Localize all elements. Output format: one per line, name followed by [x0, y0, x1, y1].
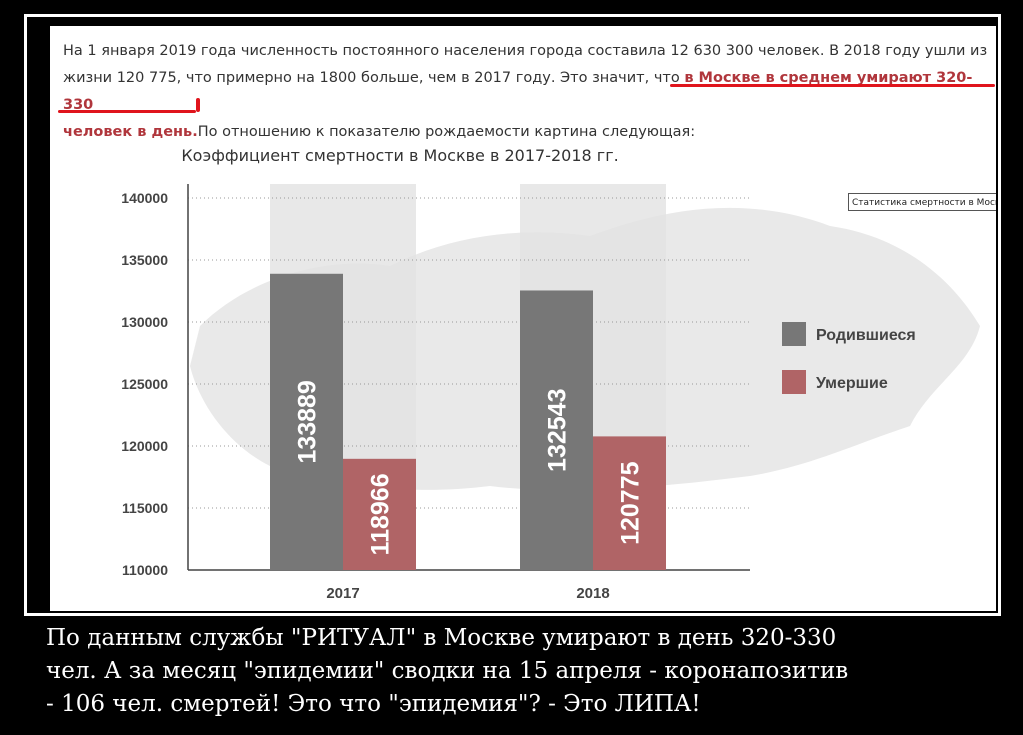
caption-line-1: По данным службы "РИТУАЛ" в Москве умира…	[46, 625, 837, 651]
x-tick-label: 2017	[326, 585, 359, 602]
chart-tooltip: Статистика смертности в Москве	[848, 193, 996, 211]
legend-swatch-1	[782, 370, 806, 394]
bar-2018-series-0	[520, 290, 593, 570]
article-panel: На 1 января 2019 года численность постоя…	[50, 26, 996, 611]
red-underline-tick	[196, 98, 200, 112]
y-tick-label: 135000	[121, 252, 168, 268]
y-tick-label: 130000	[121, 314, 168, 330]
bar-data-label: 133889	[294, 380, 322, 463]
caption-line-3: - 106 чел. смертей! Это что "эпидемия"? …	[46, 691, 701, 717]
legend-label: Умершие	[816, 375, 888, 392]
chart-title: Коэффициент смертности в Москве в 2017-2…	[181, 146, 619, 165]
bar-2017-series-1	[343, 458, 416, 570]
intro-line-3: человек в день.По отношению к показателю…	[63, 119, 993, 146]
y-tick-label: 140000	[121, 190, 168, 206]
intro-highlight-1: в Москве в среднем умирают 320-330	[63, 70, 973, 113]
intro-highlight-2: человек в день.	[63, 124, 198, 140]
intro-line-2: жизни 120 775, что примерно на 1800 боль…	[63, 65, 993, 119]
bar-data-label: 132543	[544, 389, 572, 472]
x-tick-label: 2018	[576, 585, 609, 602]
intro-text: На 1 января 2019 года численность постоя…	[63, 38, 993, 146]
y-tick-label: 120000	[121, 438, 168, 454]
intro-line-3-text: По отношению к показателю рождаемости ка…	[197, 124, 696, 140]
bar-2017-series-0	[270, 273, 343, 570]
bar-data-label: 120775	[617, 461, 645, 545]
y-tick-label: 115000	[122, 500, 168, 516]
bar-2018-series-1	[593, 436, 666, 570]
legend-swatch-0	[782, 322, 806, 346]
caption-line-2: чел. А за месяц "эпидемии" сводки на 15 …	[46, 658, 849, 684]
bar-chart: 110000 115000 120000 125000 130000 135000 1400…	[121, 184, 980, 602]
intro-line-1: На 1 января 2019 года численность постоя…	[63, 43, 988, 59]
red-underline-2	[58, 110, 196, 113]
intro-line-2-text: жизни 120 775, что примерно на 1800 боль…	[63, 70, 685, 86]
bar-data-label: 118966	[367, 473, 395, 555]
y-tick-label: 125000	[121, 376, 168, 392]
y-tick-label: 110000	[122, 562, 168, 578]
meme-caption: По данным службы "РИТУАЛ" в Москве умира…	[46, 622, 1016, 721]
legend-label: Родившиеся	[816, 327, 916, 344]
red-underline-1	[670, 84, 995, 87]
